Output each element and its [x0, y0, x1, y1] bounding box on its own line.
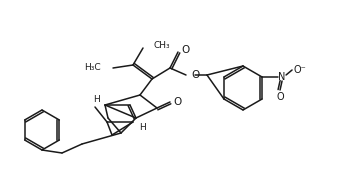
Text: H: H [94, 96, 100, 104]
Text: H₃C: H₃C [84, 64, 101, 73]
Text: O: O [173, 97, 181, 107]
Text: CH₃: CH₃ [153, 41, 170, 49]
Text: O: O [276, 92, 284, 102]
Text: O⁻: O⁻ [294, 65, 306, 75]
Text: N: N [278, 72, 286, 82]
Text: H: H [139, 123, 145, 132]
Text: O: O [181, 45, 189, 55]
Text: O: O [191, 70, 199, 80]
